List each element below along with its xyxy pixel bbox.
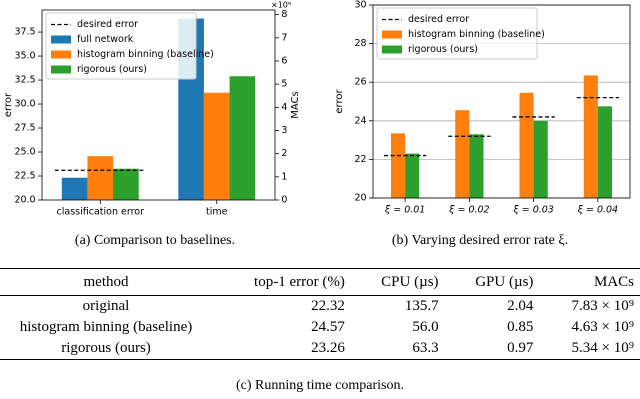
- legend-swatch: [51, 35, 71, 44]
- y-tick-label: 28: [355, 38, 367, 49]
- x-tick-label: ξ = 0.01: [384, 205, 425, 216]
- table-row: rigorous (ours) 23.26 63.3 0.97 5.34 × 10⁹: [0, 338, 640, 360]
- table-cell: original: [82, 298, 130, 314]
- header-row: method top-1 error (%) CPU (µs) GPU (µs)…: [0, 268, 640, 296]
- table-row: histogram binning (baseline) 24.57 56.0 0.8…: [0, 317, 640, 338]
- table-cell: 63.3: [412, 340, 439, 356]
- bar: [203, 92, 230, 200]
- y-tick-label: 8: [281, 9, 287, 20]
- bar: [87, 156, 114, 200]
- table-cell: histogram binning (baseline): [19, 319, 193, 335]
- y-tick-label: 30.0: [14, 99, 35, 110]
- y-tick-label: 20: [355, 193, 367, 204]
- y-tick-label: 0: [281, 195, 287, 206]
- table-cell: 56.0: [412, 319, 439, 335]
- table-row: original 22.32 135.7 2.04 7.83 × 10⁹: [0, 296, 640, 318]
- y-tick-label: 4: [281, 102, 287, 113]
- y-tick-label: 6: [281, 55, 287, 66]
- caption: (c) Running time comparison.: [236, 378, 404, 393]
- y2-axis-label: MACs: [290, 91, 301, 119]
- y-tick-label: 22: [355, 154, 367, 165]
- bar: [113, 168, 139, 200]
- table-cell: 5.34 × 10⁹: [571, 340, 634, 356]
- table-cell: 2.04: [507, 298, 534, 314]
- table-cell: 23.26: [311, 340, 345, 356]
- legend-label: histogram binning (baseline): [77, 49, 214, 60]
- y-tick-label: 2: [281, 148, 287, 159]
- caption: (b) Varying desired error rate ξ.: [392, 233, 568, 248]
- y-tick-label: 27.5: [14, 123, 35, 134]
- y-tick-label: 20.0: [14, 195, 35, 206]
- y-tick-label: 1: [281, 171, 287, 182]
- caption: (a) Comparison to baselines.: [75, 233, 235, 248]
- x-tick-label: classification error: [57, 207, 145, 218]
- legend-swatch: [382, 30, 402, 39]
- table-cell: 0.97: [507, 340, 534, 356]
- header-cell: GPU (µs): [475, 274, 534, 290]
- y-tick-label: 35.0: [14, 51, 35, 62]
- y-tick-label: 32.5: [14, 75, 35, 86]
- table-cell: rigorous (ours): [61, 340, 151, 356]
- y-tick-label: 25.0: [14, 147, 35, 158]
- bar: [229, 76, 256, 200]
- legend-label: histogram binning (baseline): [408, 29, 545, 40]
- bar: [583, 75, 598, 198]
- bar: [469, 134, 484, 198]
- legend-label: desired error: [77, 19, 138, 30]
- legend-box: [376, 7, 538, 60]
- y-tick-label: 22.5: [14, 171, 35, 182]
- bar: [405, 153, 420, 198]
- x-tick-label: ξ = 0.02: [448, 205, 489, 216]
- bar: [597, 106, 613, 198]
- figures: 20.0 22.5 25.0 27.5 30.0 32.5 35.0 37.5 0 1 2 3 4 5 6 7…: [3, 0, 631, 248]
- bar: [519, 92, 534, 198]
- header-cell: MACs: [593, 274, 634, 290]
- legend-swatch: [382, 45, 402, 54]
- y-tick-label: 30: [355, 0, 367, 11]
- plot-frame: [41, 9, 276, 201]
- legend-swatch: [51, 50, 71, 59]
- bar: [455, 110, 470, 198]
- header-cell: method: [83, 274, 129, 290]
- y-axis-label: error: [3, 92, 14, 117]
- legend-label: full network: [77, 34, 134, 45]
- x-tick-label: ξ = 0.03: [512, 205, 553, 216]
- table-body: original 22.32 135.7 2.04 7.83 × 10⁹ histogra…: [0, 296, 640, 360]
- bar: [390, 133, 406, 198]
- table-cell: 7.83 × 10⁹: [571, 298, 634, 314]
- y-tick-label: 7: [281, 32, 287, 43]
- legend-box: [45, 12, 197, 80]
- x-tick-label: time: [206, 207, 228, 218]
- legend-label: rigorous (ours): [77, 64, 147, 75]
- table-cell: 135.7: [404, 298, 439, 314]
- header-cell: top-1 error (%): [254, 274, 345, 290]
- y-tick-label: 3: [281, 125, 287, 136]
- legend-label: desired error: [408, 14, 469, 25]
- y-tick-label: 37.5: [14, 27, 35, 38]
- table-cell: 24.57: [311, 319, 345, 335]
- table-cell: 22.32: [311, 298, 345, 314]
- results-table: method top-1 error (%) CPU (µs) GPU (µs)…: [0, 268, 640, 360]
- x-tick-label: ξ = 0.04: [577, 205, 618, 216]
- bar: [61, 177, 88, 200]
- y-tick-label: 26: [355, 77, 367, 88]
- y-axis-label: error: [334, 89, 345, 114]
- plot-frame: [372, 4, 631, 199]
- legend-label: rigorous (ours): [408, 44, 478, 55]
- bar: [533, 120, 548, 198]
- legend-swatch: [51, 65, 71, 74]
- y2-offset-label: ×10⁹: [271, 1, 291, 10]
- y-tick-label: 24: [355, 115, 367, 126]
- table-cell: 0.85: [507, 319, 534, 335]
- header-cell: CPU (µs): [381, 274, 439, 290]
- table-cell: 4.63 × 10⁹: [571, 319, 634, 335]
- y-tick-label: 5: [281, 79, 287, 90]
